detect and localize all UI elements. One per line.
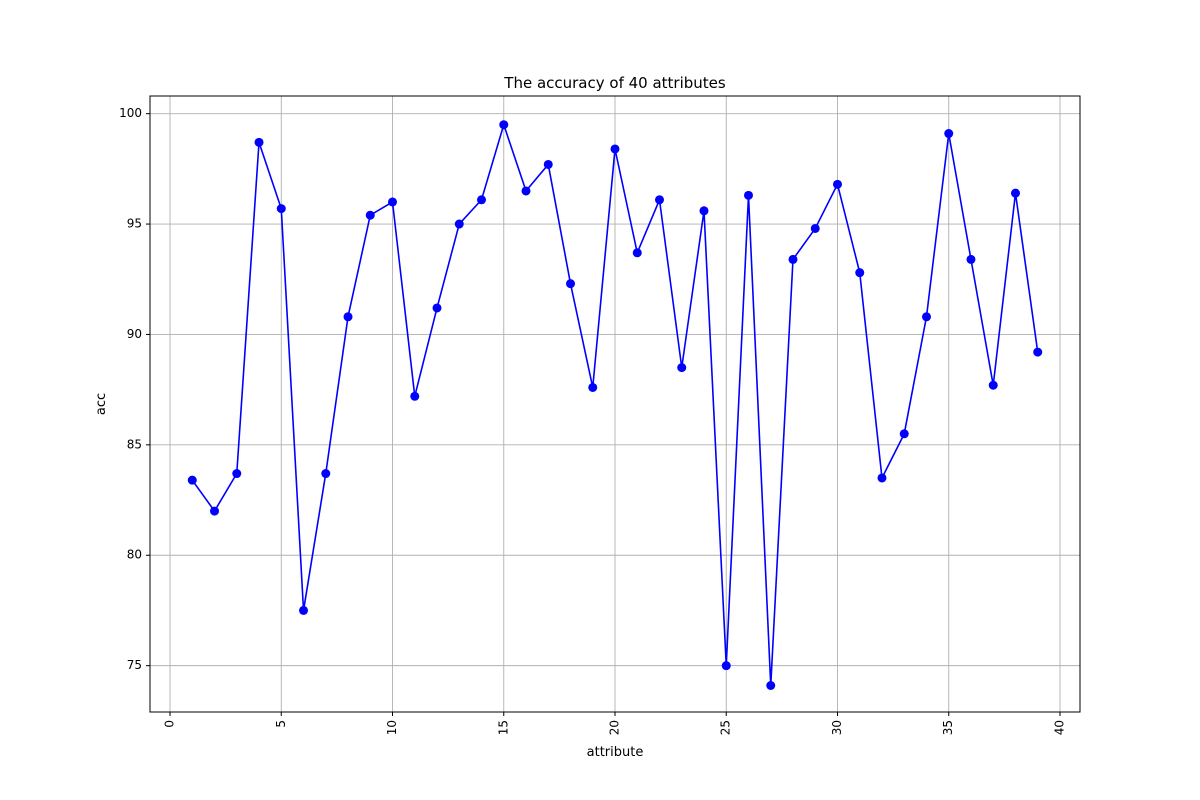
y-tick-label: 90	[127, 327, 142, 341]
data-point	[321, 469, 331, 479]
x-tick-label: 20	[608, 720, 622, 735]
data-point	[566, 279, 576, 289]
x-tick-label: 5	[274, 720, 288, 728]
data-point	[543, 159, 553, 169]
data-point	[232, 469, 242, 479]
data-point	[187, 475, 197, 485]
grid	[150, 96, 1080, 712]
data-point	[365, 210, 375, 220]
data-point	[877, 473, 887, 483]
data-point	[721, 661, 731, 671]
data-point	[677, 363, 687, 373]
data-point	[988, 380, 998, 390]
data-point	[810, 223, 820, 233]
data-point	[921, 312, 931, 322]
x-tick-label: 25	[719, 720, 733, 735]
x-tick-label: 35	[941, 720, 955, 735]
data-point	[388, 197, 398, 207]
data-point	[276, 204, 286, 214]
x-tick-label: 15	[496, 720, 510, 735]
y-tick-label: 85	[127, 437, 142, 451]
data-point	[1033, 347, 1043, 357]
data-point	[632, 248, 642, 258]
data-point	[432, 303, 442, 313]
x-tick-label: 10	[385, 720, 399, 735]
data-point	[832, 179, 842, 189]
data-point	[499, 120, 509, 130]
data-point	[410, 391, 420, 401]
y-tick-label: 100	[119, 106, 142, 120]
data-point	[477, 195, 487, 205]
data-point	[299, 605, 309, 615]
data-series	[187, 120, 1043, 691]
data-point	[610, 144, 620, 154]
data-point	[966, 254, 976, 264]
data-point	[944, 129, 954, 139]
data-point	[766, 681, 776, 691]
data-point	[654, 195, 664, 205]
y-tick-label: 80	[127, 548, 142, 562]
data-point	[855, 268, 865, 278]
y-tick-label: 95	[127, 217, 142, 231]
data-point	[454, 219, 464, 229]
y-axis-label: acc	[94, 393, 109, 415]
data-point	[254, 137, 264, 147]
x-tick-label: 30	[830, 720, 844, 735]
data-point	[210, 506, 220, 516]
data-point	[899, 429, 909, 439]
data-point	[743, 190, 753, 200]
data-point	[588, 382, 598, 392]
y-tick-label: 75	[127, 658, 142, 672]
data-point	[343, 312, 353, 322]
x-tick-label: 0	[163, 720, 177, 728]
data-point	[788, 254, 798, 264]
x-tick-label: 40	[1052, 720, 1066, 735]
ticks: 0 5 10 15 20 25 30 35 40 75 80 85 90 95 100	[119, 106, 1066, 735]
data-point	[521, 186, 531, 196]
data-point	[699, 206, 709, 216]
chart-title: The accuracy of 40 attributes	[503, 74, 726, 92]
x-axis-label: attribute	[587, 745, 644, 760]
data-point	[1010, 188, 1020, 198]
